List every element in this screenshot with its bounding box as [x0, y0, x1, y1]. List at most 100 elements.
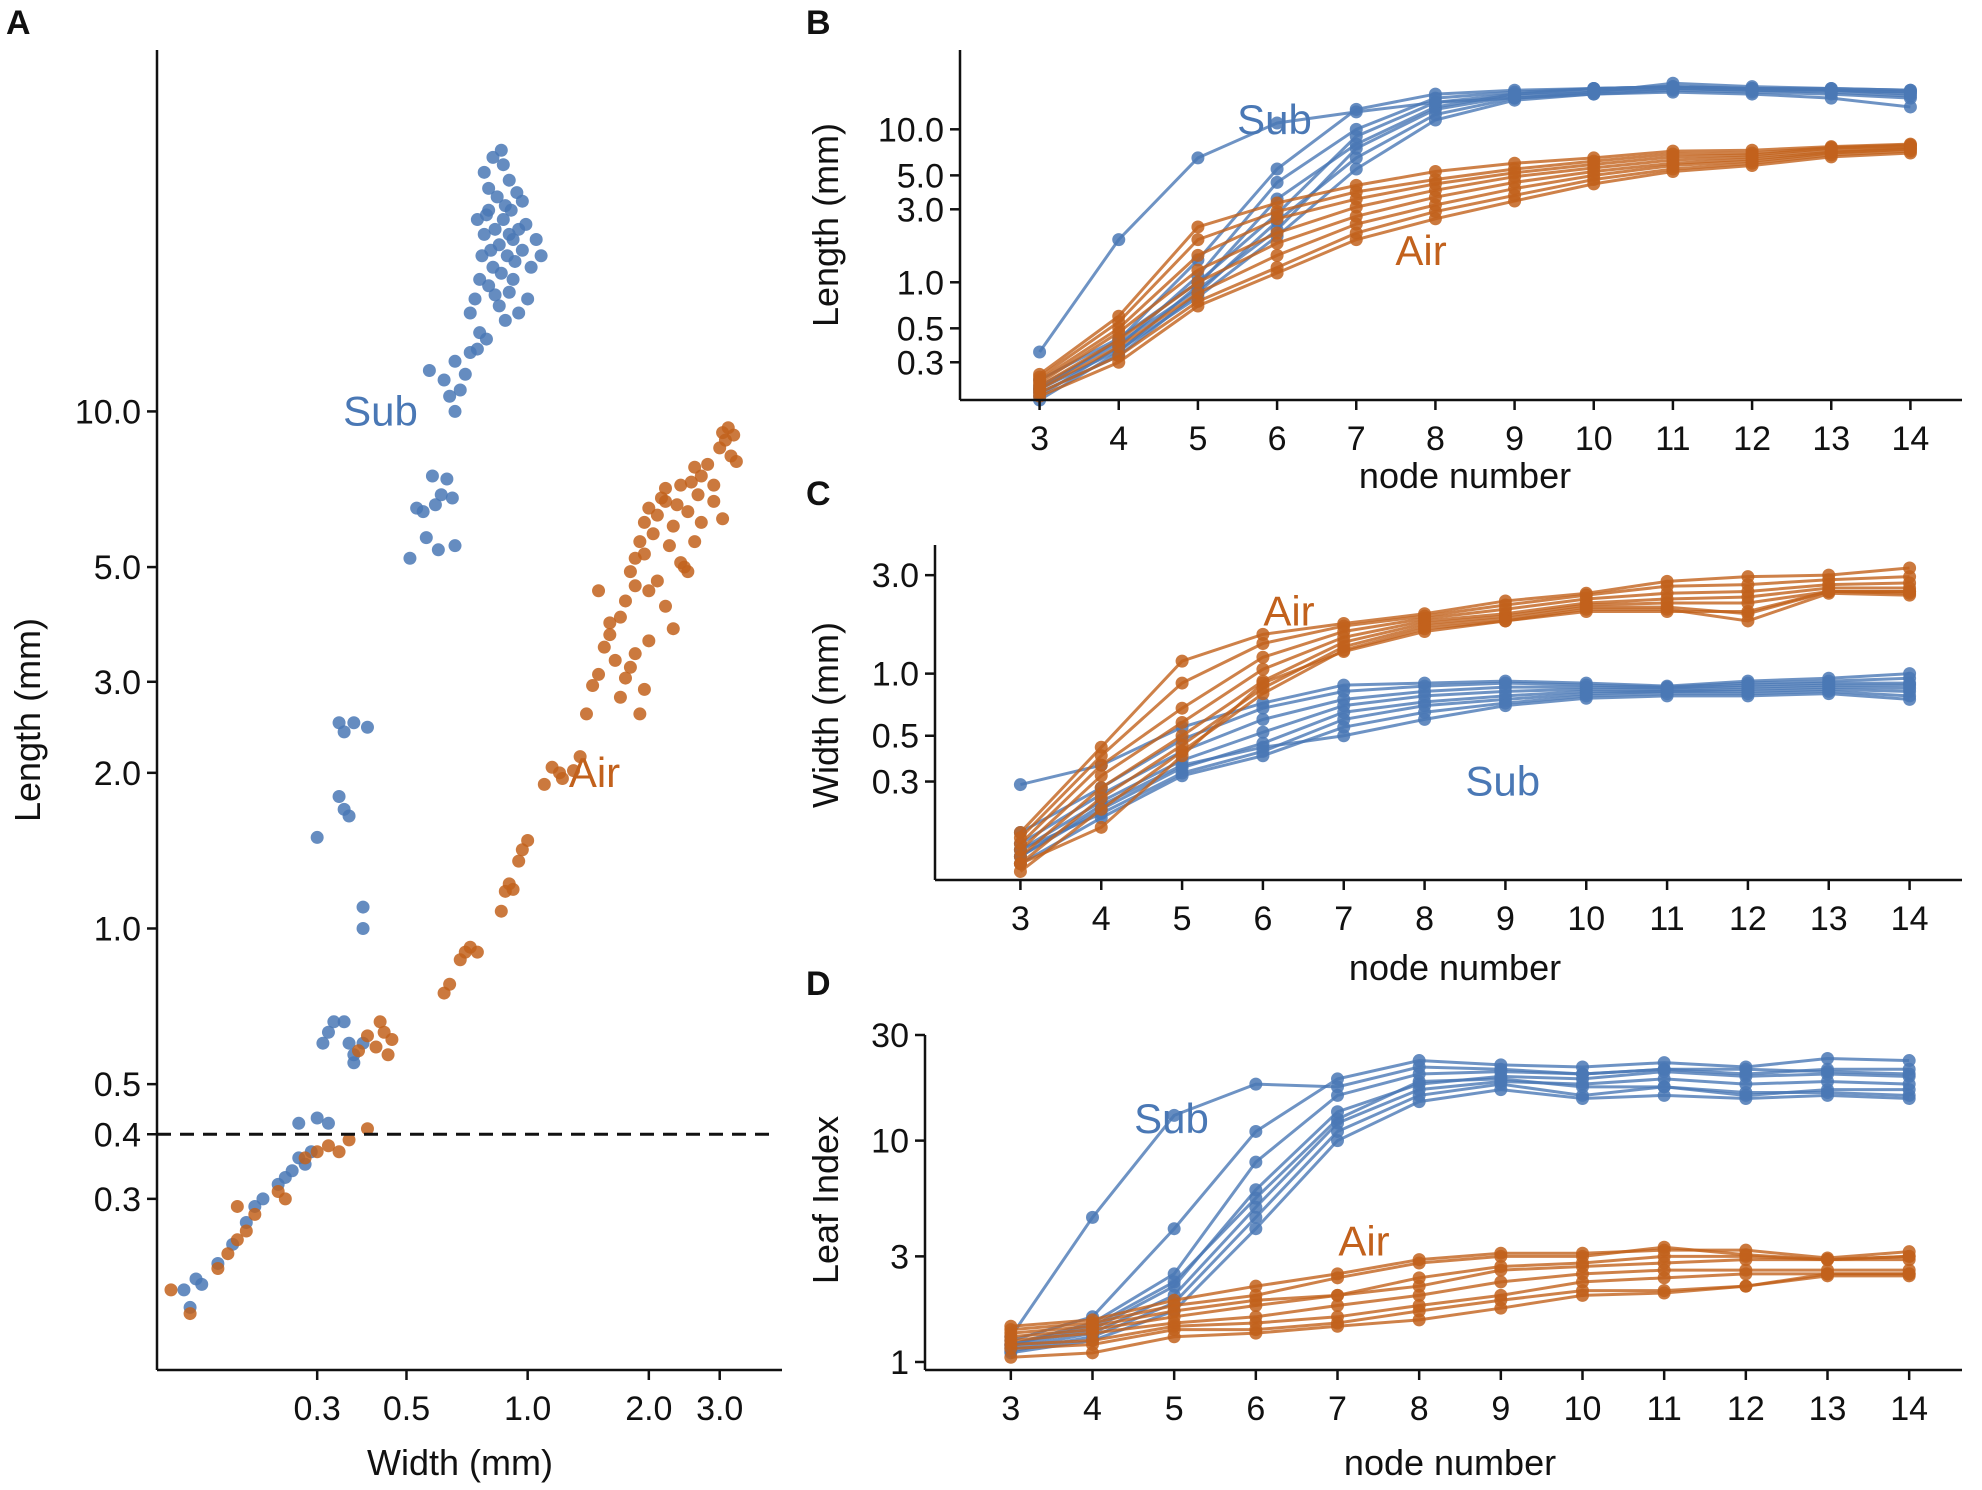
- panel-d-air-point: [1331, 1298, 1344, 1312]
- panel-d-sub-point: [1249, 1077, 1263, 1091]
- panel-b-air-point: [1270, 236, 1284, 250]
- panel-d-sub-point: [1412, 1074, 1426, 1088]
- panel-d-sub-point: [1494, 1072, 1508, 1086]
- panel-a-sub-point: [494, 266, 508, 280]
- panel-a-air-point: [381, 1048, 395, 1062]
- panel-b-y-tick-label: 3.0: [897, 191, 944, 229]
- panel-a-sub-point: [292, 1116, 306, 1130]
- panel-c-air-point: [1256, 662, 1270, 676]
- panel-d-sub-point: [1821, 1083, 1834, 1097]
- panel-c-sub-point: [1175, 758, 1189, 772]
- panel-a-sub-point: [515, 243, 529, 257]
- panel-b-y-tick-label: 0.5: [897, 310, 944, 348]
- panel-a-air-point: [694, 515, 708, 529]
- panel-a-air-point: [603, 616, 617, 630]
- panel-a-air-point: [650, 508, 664, 522]
- panel-c-air-line: [1019, 586, 1910, 851]
- panel-d-air-point: [1004, 1350, 1018, 1364]
- panel-a-sub-point: [534, 249, 548, 263]
- panel-d-sub-line: [1010, 1077, 1910, 1351]
- panel-c-x-tick-label: 12: [1729, 900, 1767, 938]
- panel-b-sub-point: [1349, 151, 1363, 165]
- panel-letter-c: C: [806, 475, 831, 513]
- panel-a-sub-point: [453, 383, 467, 397]
- panel-a-x-tick-label: 2.0: [625, 1390, 672, 1428]
- panel-d-sub-point: [1086, 1210, 1099, 1224]
- panel-d-y-tick-label: 30: [871, 1017, 909, 1055]
- panel-b-sub-line: [1038, 81, 1911, 388]
- panel-d-air-point: [1249, 1279, 1263, 1293]
- panel-a-air-point: [443, 977, 457, 991]
- panel-a-y-tick-label: 2.0: [94, 755, 141, 793]
- panel-c-sub-point: [1903, 692, 1917, 706]
- panel-a-y-tick-label: 5.0: [94, 549, 141, 587]
- panel-c-air-line: [1019, 575, 1910, 839]
- panel-a-sub-point: [524, 260, 538, 274]
- panel-a-y-tick-label: 0.3: [94, 1181, 141, 1219]
- panel-a-air-point: [633, 707, 647, 721]
- panel-c-sub-point: [1822, 687, 1836, 701]
- panel-d-air-point: [1249, 1298, 1263, 1312]
- panel-d-x-tick-label: 10: [1564, 1390, 1602, 1428]
- panel-d-air-point: [1657, 1286, 1671, 1300]
- panel-a-sub-point: [337, 725, 351, 739]
- panel-a-sub-point: [521, 292, 535, 306]
- panel-b-sub-line: [1038, 85, 1911, 398]
- panel-a-air-point: [221, 1247, 235, 1261]
- panel-d-sub-point: [1167, 1222, 1181, 1236]
- panel-a-sub-point: [360, 720, 374, 734]
- panel-a-air-point: [373, 1015, 387, 1029]
- panel-a-x-tick-label: 0.3: [294, 1390, 341, 1428]
- panel-c-air-point: [1094, 749, 1108, 763]
- panel-b-air-point: [1112, 340, 1126, 354]
- panel-a-air-point: [674, 478, 688, 492]
- panel-c-air-point: [1094, 769, 1108, 783]
- panel-c-sub-point: [1256, 712, 1270, 726]
- panel-a-sub-point: [504, 203, 518, 217]
- panel-b-sub-point: [1270, 116, 1284, 130]
- panel-d-air-line: [1010, 1274, 1910, 1359]
- panel-d-x-tick-label: 4: [1083, 1390, 1102, 1428]
- panel-a-sub-point: [506, 272, 520, 286]
- panel-c-sub-point: [1741, 689, 1755, 703]
- panel-d-air-point: [1412, 1288, 1426, 1302]
- panel-a-y-tick-label: 0.5: [94, 1066, 141, 1104]
- panel-b-air-line: [1038, 149, 1911, 394]
- panel-a-axes: 0.3 0.4 0.5 1.0 2.0 3.0 5.0 10.0 0.3 0.5 1.0 2.0 3.0: [75, 50, 782, 1428]
- panel-b-air-point: [1191, 233, 1205, 247]
- panel-a-sub-point: [470, 213, 484, 227]
- panel-b-x-tick-label: 7: [1347, 420, 1366, 458]
- panel-a-air-point: [352, 1044, 366, 1058]
- panel-a-y-axis-title: Length (mm): [7, 618, 48, 822]
- panel-d-air-point: [1739, 1279, 1753, 1293]
- panel-b-sub-line: [1038, 85, 1911, 382]
- panel-d-sub-point: [1657, 1080, 1671, 1094]
- panel-d-air-line: [1010, 1272, 1910, 1346]
- panel-c-air-point: [1175, 654, 1189, 668]
- panel-b-sub-point: [1349, 102, 1363, 116]
- panel-a-air-point: [670, 498, 684, 512]
- panel-a-sub-point: [463, 306, 477, 320]
- panel-c-air-point: [1256, 650, 1270, 664]
- panel-b-sub-point: [1428, 113, 1442, 127]
- panel-c-air-point: [1094, 758, 1108, 772]
- panel-b: B 0.30.5 1.0 3.05.0 10.0 3 4 5 6 7 8 9 10 11 12 13 14 n…: [805, 4, 1962, 496]
- panel-c-air-point: [1256, 687, 1270, 701]
- panel-b-x-tick-label: 13: [1812, 420, 1850, 458]
- panel-b-air-point: [1349, 200, 1363, 214]
- panel-a-y-tick-label: 3.0: [94, 664, 141, 702]
- panel-c-sub-line: [1019, 692, 1910, 858]
- panel-b-x-tick-label: 8: [1426, 420, 1445, 458]
- panel-a-air-point: [603, 628, 617, 642]
- panel-a-air-point: [662, 539, 676, 553]
- panel-c-sub-point: [1256, 740, 1270, 754]
- panel-c-air-point: [1822, 584, 1836, 598]
- panel-b-air-line: [1038, 151, 1911, 398]
- panel-a-sub-point: [468, 292, 482, 306]
- panel-a-sub-point: [342, 809, 356, 823]
- panel-a-sub-point: [448, 354, 462, 368]
- panel-a-air-point: [470, 945, 484, 959]
- panel-a-air-point: [369, 1040, 383, 1054]
- panel-a-air-point: [729, 455, 743, 469]
